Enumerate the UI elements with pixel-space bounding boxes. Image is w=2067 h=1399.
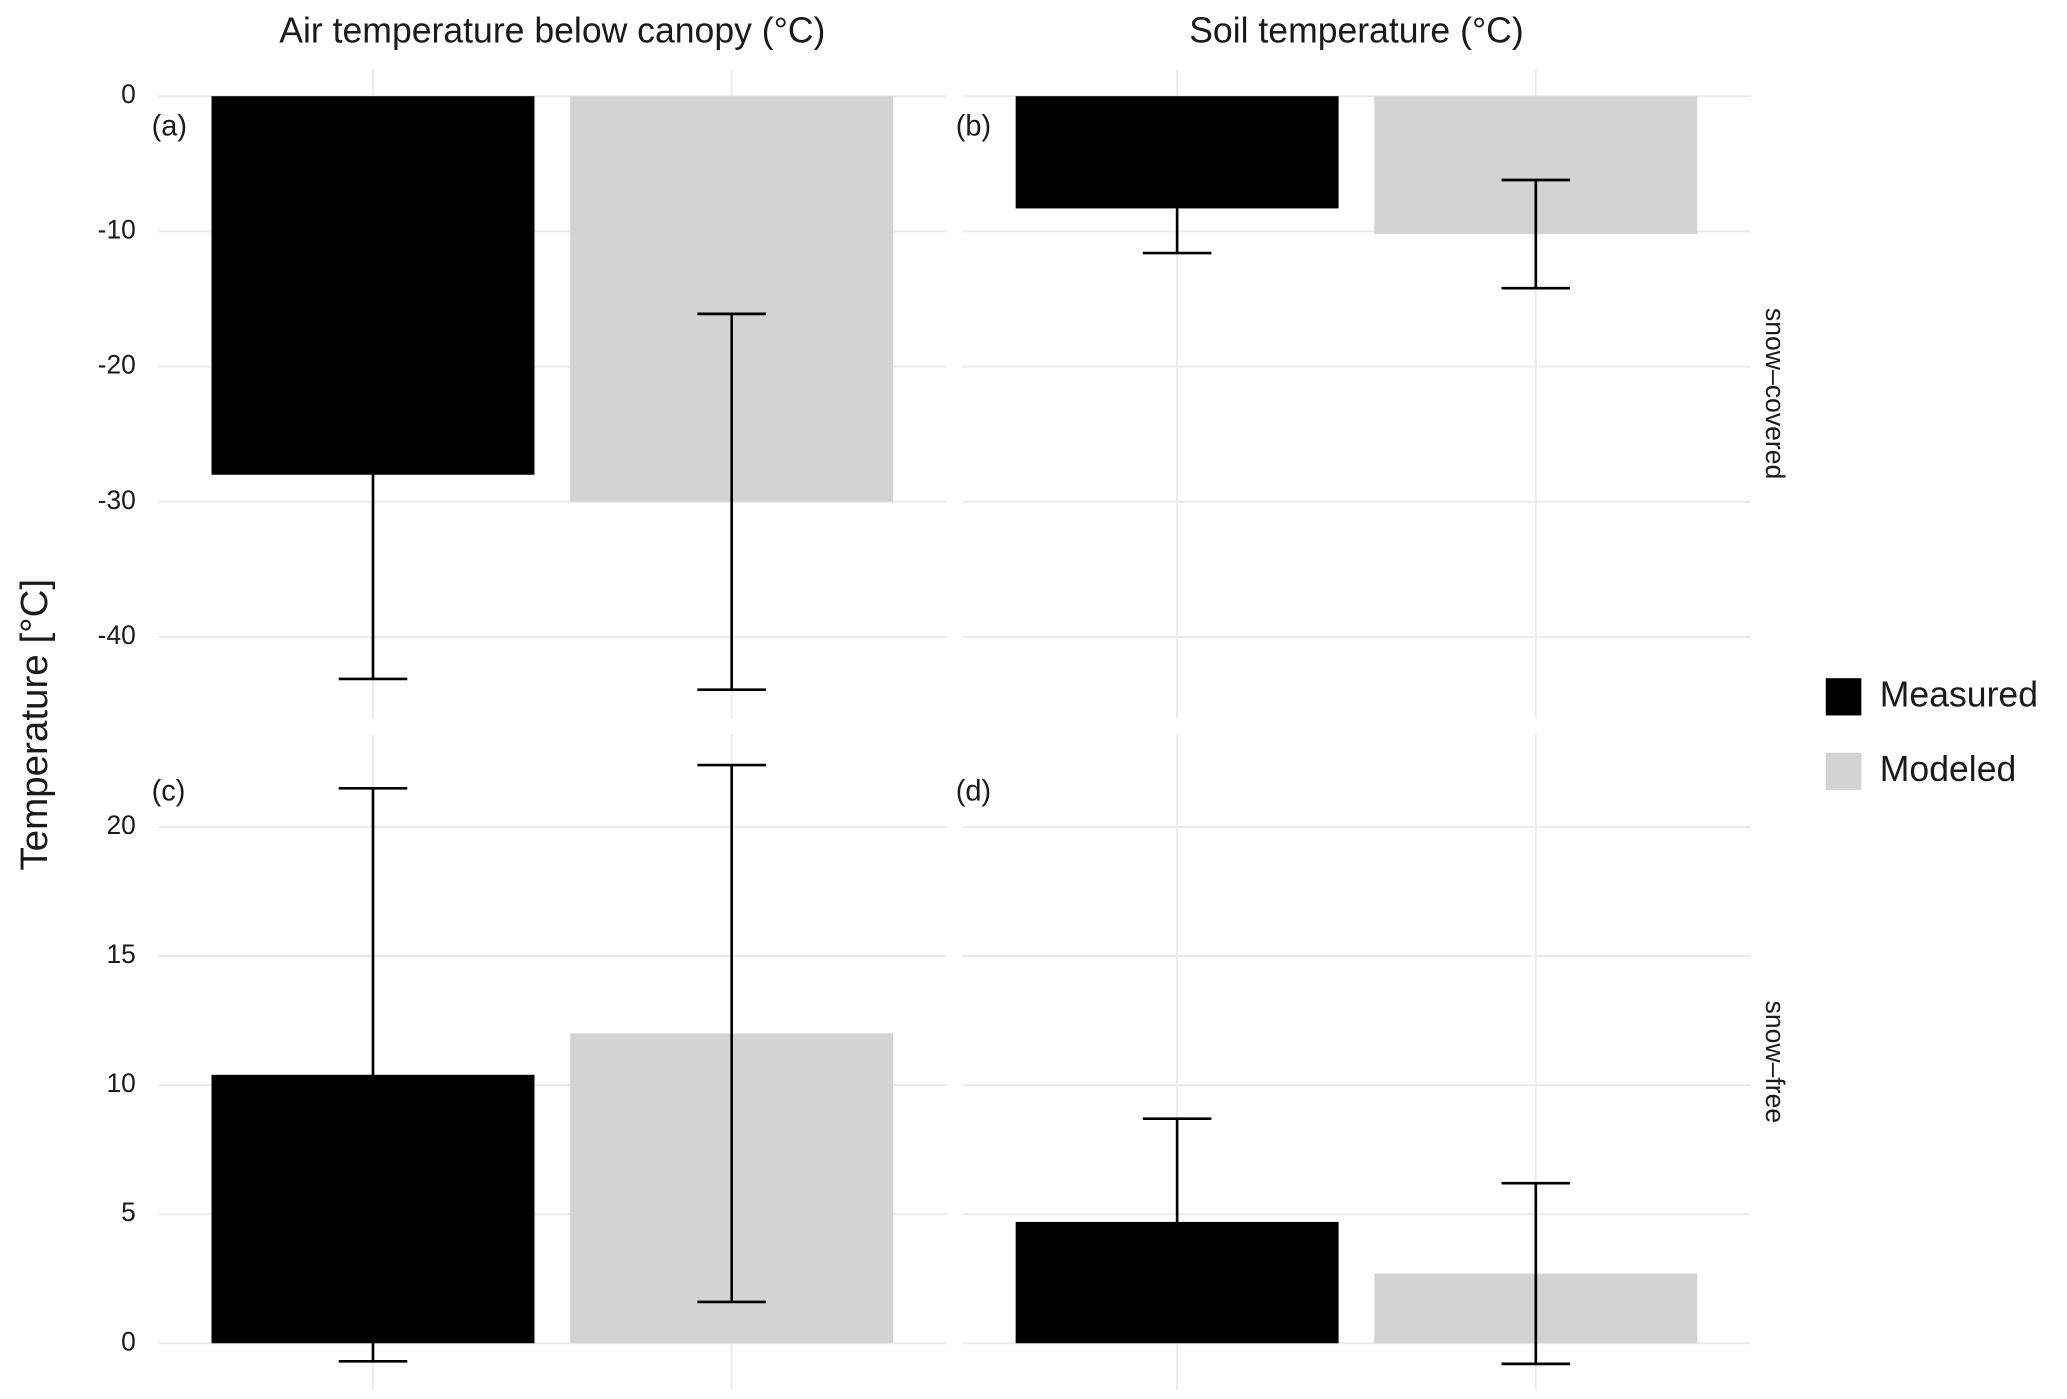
y-tick-label: -20 xyxy=(98,350,136,380)
legend-swatch xyxy=(1825,752,1862,790)
y-tick-label: -10 xyxy=(98,214,136,244)
y-tick-label: 0 xyxy=(121,79,136,109)
y-tick-label: 15 xyxy=(106,939,135,969)
column-title: Soil temperature (°C) xyxy=(1189,11,1524,51)
legend-label: Measured xyxy=(1880,674,2038,714)
y-tick-label: 0 xyxy=(121,1326,136,1356)
panel-tag: (c) xyxy=(152,775,186,807)
panel-tag: (b) xyxy=(956,110,991,142)
y-tick-label: 5 xyxy=(121,1197,136,1227)
row-label: snow–covered xyxy=(1760,308,1790,479)
y-tick-label: -30 xyxy=(98,485,136,515)
y-tick-label: 20 xyxy=(106,810,135,840)
panel-tag: (d) xyxy=(956,775,991,807)
panel-tag: (a) xyxy=(152,110,187,142)
row-label: snow–free xyxy=(1760,1001,1790,1124)
y-tick-label: -40 xyxy=(98,620,136,650)
legend-swatch xyxy=(1825,678,1862,716)
column-title: Air temperature below canopy (°C) xyxy=(279,11,825,51)
legend-label: Modeled xyxy=(1880,749,2016,789)
y-axis-label: Temperature [°C] xyxy=(13,579,56,871)
y-tick-label: 10 xyxy=(106,1068,135,1098)
